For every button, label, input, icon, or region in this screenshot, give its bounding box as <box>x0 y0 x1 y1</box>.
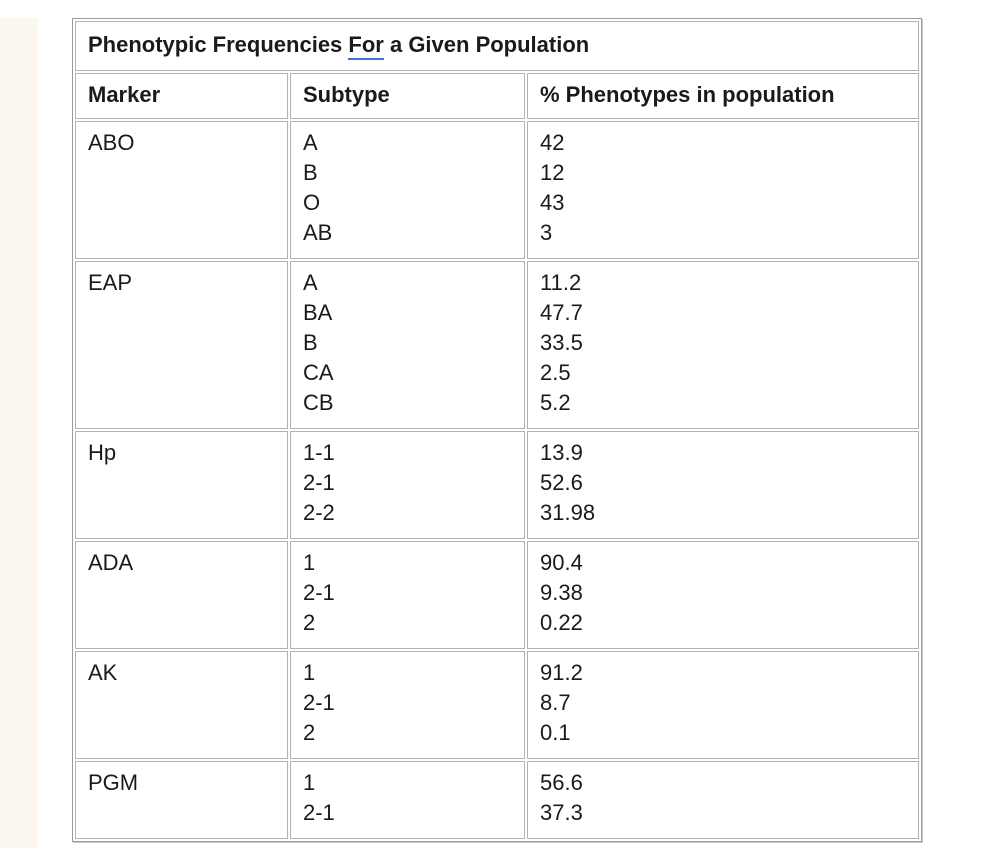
title-underlined-word: For <box>348 32 384 60</box>
percent-cell-line: 0.1 <box>540 720 571 745</box>
marker-cell-line: AK <box>88 660 118 685</box>
subtype-cell-line: BA <box>303 300 333 325</box>
table-row: ADA 1 2-1 2 90.4 9.38 0.22 <box>75 541 919 649</box>
percent-cell-line: 13.9 <box>540 440 583 465</box>
subtype-cell-line: 2 <box>303 720 316 745</box>
percent-cell-line: 43 <box>540 190 565 215</box>
percent-cell-line: 9.38 <box>540 580 583 605</box>
page: Phenotypic Frequencies For a Given Popul… <box>0 18 997 848</box>
percent-cell-line: 90.4 <box>540 550 583 575</box>
subtype-cell: A BA B CA CB <box>290 261 525 429</box>
percent-cell: 13.9 52.6 31.98 <box>527 431 919 539</box>
subtype-cell-line: 1-1 <box>303 440 335 465</box>
percent-cell-line: 11.2 <box>540 270 582 295</box>
title-suffix: a Given Population <box>383 32 590 57</box>
subtype-cell: A B O AB <box>290 121 525 259</box>
subtype-cell-line: 2-2 <box>303 500 335 525</box>
table-body: ABO A B O AB 42 12 43 3 EAP A BA B CA CB 11.2 47.7 33.5 2.… <box>75 121 919 839</box>
percent-cell-line: 47.7 <box>540 300 583 325</box>
table-row: ABO A B O AB 42 12 43 3 <box>75 121 919 259</box>
subtype-cell-line: 1 <box>303 550 316 575</box>
phenotype-frequencies-table: Phenotypic Frequencies For a Given Popul… <box>72 18 922 842</box>
percent-cell-line: 52.6 <box>540 470 583 495</box>
marker-cell-line: ABO <box>88 130 135 155</box>
percent-cell: 90.4 9.38 0.22 <box>527 541 919 649</box>
percent-cell-line: 31.98 <box>540 500 596 525</box>
subtype-cell-line: B <box>303 330 318 355</box>
header-row: Marker Subtype % Phenotypes in populatio… <box>75 73 919 119</box>
percent-cell-line: 33.5 <box>540 330 583 355</box>
marker-cell-line: ADA <box>88 550 134 575</box>
subtype-cell-line: A <box>303 270 318 295</box>
percent-cell-line: 42 <box>540 130 565 155</box>
table-row: EAP A BA B CA CB 11.2 47.7 33.5 2.5 5.2 <box>75 261 919 429</box>
subtype-cell-line: O <box>303 190 321 215</box>
percent-cell-line: 3 <box>540 220 553 245</box>
percent-cell: 11.2 47.7 33.5 2.5 5.2 <box>527 261 919 429</box>
marker-cell-line: PGM <box>88 770 139 795</box>
table-row: AK 1 2-1 2 91.2 8.7 0.1 <box>75 651 919 759</box>
title-prefix: Phenotypic Frequencies <box>88 32 349 57</box>
subtype-cell-line: 2-1 <box>303 470 335 495</box>
marker-cell: AK <box>75 651 288 759</box>
subtype-cell-line: 2-1 <box>303 580 335 605</box>
col-header-subtype: Subtype <box>290 73 525 119</box>
subtype-cell-line: 2-1 <box>303 690 335 715</box>
subtype-cell-line: 2 <box>303 610 316 635</box>
subtype-cell: 1-1 2-1 2-2 <box>290 431 525 539</box>
percent-cell-line: 91.2 <box>540 660 583 685</box>
col-header-percent: % Phenotypes in population <box>527 73 919 119</box>
percent-cell-line: 37.3 <box>540 800 583 825</box>
marker-cell: Hp <box>75 431 288 539</box>
percent-cell-line: 5.2 <box>540 390 571 415</box>
table-title: Phenotypic Frequencies For a Given Popul… <box>75 21 919 71</box>
percent-cell: 42 12 43 3 <box>527 121 919 259</box>
subtype-cell-line: 2-1 <box>303 800 335 825</box>
subtype-cell-line: 1 <box>303 660 316 685</box>
percent-cell-line: 12 <box>540 160 565 185</box>
percent-cell-line: 2.5 <box>540 360 571 385</box>
percent-cell-line: 8.7 <box>540 690 571 715</box>
subtype-cell-line: A <box>303 130 318 155</box>
title-row: Phenotypic Frequencies For a Given Popul… <box>75 21 919 71</box>
marker-cell-line: EAP <box>88 270 133 295</box>
left-margin-strip <box>0 18 38 848</box>
subtype-cell-line: CA <box>303 360 334 385</box>
percent-cell-line: 0.22 <box>540 610 583 635</box>
percent-cell: 56.6 37.3 <box>527 761 919 839</box>
subtype-cell-line: CB <box>303 390 334 415</box>
table-row: Hp 1-1 2-1 2-2 13.9 52.6 31.98 <box>75 431 919 539</box>
marker-cell: ADA <box>75 541 288 649</box>
col-header-marker: Marker <box>75 73 288 119</box>
subtype-cell-line: AB <box>303 220 333 245</box>
marker-cell: PGM <box>75 761 288 839</box>
percent-cell-line: 56.6 <box>540 770 583 795</box>
subtype-cell: 1 2-1 2 <box>290 541 525 649</box>
subtype-cell-line: B <box>303 160 318 185</box>
subtype-cell: 1 2-1 <box>290 761 525 839</box>
percent-cell: 91.2 8.7 0.1 <box>527 651 919 759</box>
subtype-cell: 1 2-1 2 <box>290 651 525 759</box>
subtype-cell-line: 1 <box>303 770 316 795</box>
marker-cell: EAP <box>75 261 288 429</box>
marker-cell: ABO <box>75 121 288 259</box>
table-row: PGM 1 2-1 56.6 37.3 <box>75 761 919 839</box>
marker-cell-line: Hp <box>88 440 117 465</box>
